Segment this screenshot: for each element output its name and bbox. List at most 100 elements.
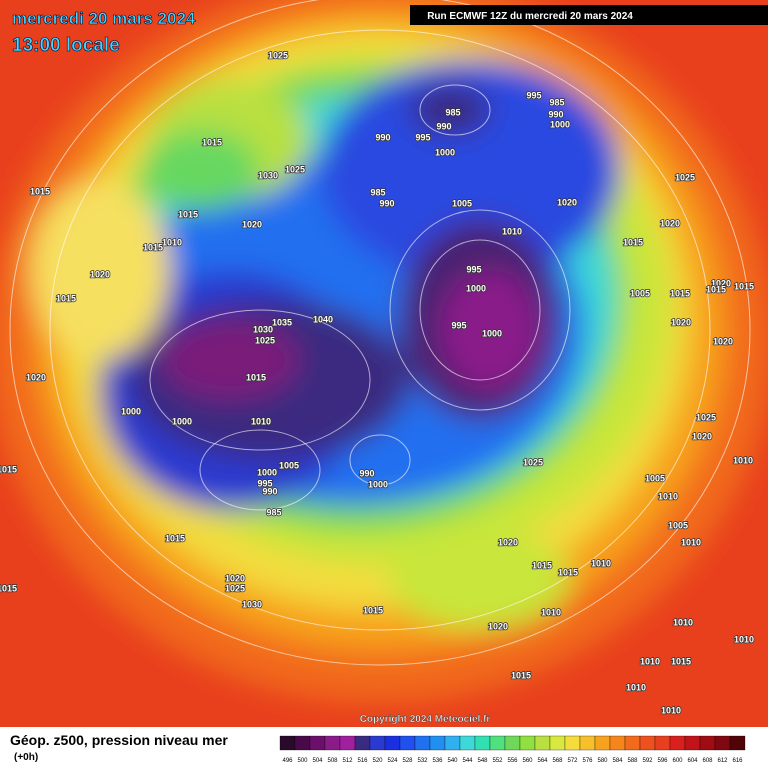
isobar-label: 1025 xyxy=(696,412,716,422)
isobar-label: 1010 xyxy=(626,682,646,692)
isobar-label: 1025 xyxy=(285,164,305,174)
isobar-label: 995 xyxy=(466,264,481,274)
colorbar-swatch xyxy=(384,735,401,751)
isobar-label: 1020 xyxy=(242,219,262,229)
isobar-label: 1015 xyxy=(706,284,726,294)
isobar-label: 1025 xyxy=(523,457,543,467)
colorbar-swatch xyxy=(729,735,746,751)
colorbar-swatch xyxy=(594,735,611,751)
colorbar-label: 500 xyxy=(297,758,308,764)
colorbar-label: 536 xyxy=(432,758,443,764)
isobar-label: 1000 xyxy=(172,416,192,426)
isobar-label: 1000 xyxy=(368,479,388,489)
isobar-label: 1010 xyxy=(733,455,753,465)
isobar-label: 1015 xyxy=(143,242,163,252)
isobar-label: 1020 xyxy=(557,197,577,207)
isobar-label: 1010 xyxy=(661,705,681,715)
colorbar-swatch xyxy=(414,735,431,751)
isobar-label: 1005 xyxy=(668,520,688,530)
isobar-label: 1015 xyxy=(178,209,198,219)
isobar-label: 1020 xyxy=(498,537,518,547)
isobar-label: 985 xyxy=(266,507,281,517)
isobar-label: 1000 xyxy=(550,119,570,129)
isobar-label: 1000 xyxy=(121,406,141,416)
isobar-label: 1030 xyxy=(258,170,278,180)
colorbar: 496 500 504 508 512 516 520 524 528 532 536 540 544 5… xyxy=(279,735,746,764)
isobar-label: 1015 xyxy=(511,670,531,680)
isobar-label: 1040 xyxy=(313,314,333,324)
isobar-label: 1010 xyxy=(640,656,660,666)
isobar-label: 1020 xyxy=(90,269,110,279)
isobar-label: 1000 xyxy=(466,283,486,293)
isobar-label: 1015 xyxy=(671,656,691,666)
isobar-label: 1015 xyxy=(532,560,552,570)
isobar-label: 1005 xyxy=(452,198,472,208)
isobar-label: 1015 xyxy=(246,372,266,382)
colorbar-swatch xyxy=(564,735,581,751)
isobar-label: 1020 xyxy=(488,621,508,631)
isobar-label: 1015 xyxy=(0,583,17,593)
isobar-label: 1030 xyxy=(242,599,262,609)
isobar-label: 1000 xyxy=(482,328,502,338)
colorbar-swatch xyxy=(309,735,326,751)
colorbar-swatch xyxy=(504,735,521,751)
isobar-label: 990 xyxy=(262,486,277,496)
isobar-label: 1010 xyxy=(251,416,271,426)
colorbar-label: 496 xyxy=(282,758,293,764)
isobar-label: 1015 xyxy=(670,288,690,298)
colorbar-label: 544 xyxy=(462,758,473,764)
isobar-label: 1015 xyxy=(30,186,50,196)
isobar-label: 995 xyxy=(451,320,466,330)
isobar-label: 1000 xyxy=(257,467,277,477)
isobar-label: 1020 xyxy=(713,336,733,346)
run-info: Run ECMWF 12Z du mercredi 20 mars 2024 xyxy=(427,11,633,22)
isobars xyxy=(9,0,751,666)
isobar-label: 995 xyxy=(526,90,541,100)
colorbar-swatch xyxy=(339,735,356,751)
run-box xyxy=(410,5,768,25)
isobar-label: 1025 xyxy=(675,172,695,182)
isobar-label: 1025 xyxy=(268,50,288,60)
colorbar-swatch xyxy=(714,735,731,751)
colorbar-swatch xyxy=(684,735,701,751)
isobar-label: 1025 xyxy=(225,583,245,593)
isobar-label: 1010 xyxy=(681,537,701,547)
colorbar-label: 592 xyxy=(642,758,653,764)
isobar-label: 995 xyxy=(415,132,430,142)
isobar-labels: 1025 1015 1015 1030 1025 1015 1015 1010 1020 1020… xyxy=(0,50,755,717)
isobar-label: 1030 xyxy=(253,324,273,334)
isobar-label: 1015 xyxy=(558,567,578,577)
isobar-label: 1010 xyxy=(591,558,611,568)
colorbar-label: 564 xyxy=(537,758,548,764)
colorbar-swatch xyxy=(654,735,671,751)
colorbar-label: 520 xyxy=(372,758,383,764)
colorbar-swatch xyxy=(324,735,341,751)
isobar-label: 1020 xyxy=(660,218,680,228)
colorbar-swatch xyxy=(639,735,656,751)
colorbar-label: 524 xyxy=(387,758,398,764)
isobar-label: 985 xyxy=(370,187,385,197)
isobar-label: 1010 xyxy=(541,607,561,617)
isobar-label: 995 xyxy=(257,478,272,488)
colorbar-swatch xyxy=(399,735,416,751)
isobar-label: 1000 xyxy=(435,147,455,157)
map-subtitle: 13:00 locale xyxy=(12,35,120,56)
colorbar-label: 608 xyxy=(702,758,713,764)
isobar-label: 990 xyxy=(379,198,394,208)
isobar-label: 1015 xyxy=(56,293,76,303)
isobar-label: 1015 xyxy=(165,533,185,543)
colorbar-swatch xyxy=(294,735,311,751)
colorbar-label: 552 xyxy=(492,758,503,764)
colorbar-swatch xyxy=(444,735,461,751)
colorbar-swatch xyxy=(669,735,686,751)
isobar-label: 1005 xyxy=(630,288,650,298)
isobar-label: 1010 xyxy=(734,634,754,644)
colorbar-label: 532 xyxy=(417,758,428,764)
isobar-label: 1035 xyxy=(272,317,292,327)
colorbar-swatch xyxy=(279,735,296,751)
colorbar-label: 528 xyxy=(402,758,413,764)
colorbar-label: 508 xyxy=(327,758,338,764)
colorbar-label: 572 xyxy=(567,758,578,764)
